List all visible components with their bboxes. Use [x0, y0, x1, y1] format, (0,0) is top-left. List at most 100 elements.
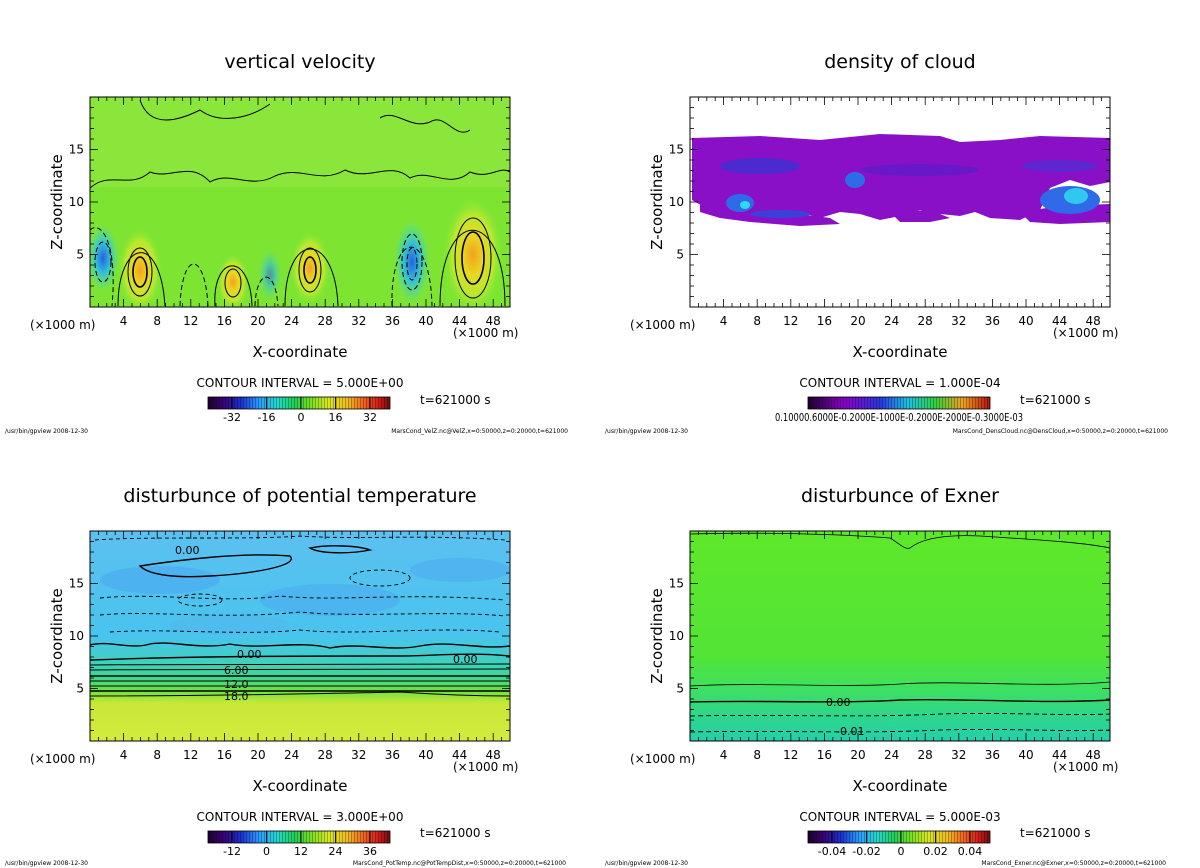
y-tick-label: 10: [669, 629, 684, 643]
downdraft-core: [258, 249, 282, 301]
contour-label: 6.00: [224, 664, 249, 677]
downdraft-core: [394, 220, 430, 304]
time-label: t=621000 s: [420, 826, 491, 840]
contour-label: 12.0: [224, 678, 249, 691]
x-tick-label: 44: [452, 748, 467, 762]
colorbar-frame: [207, 830, 391, 844]
x-tick-label: 20: [850, 314, 865, 328]
x-tick-label: 8: [753, 314, 761, 328]
x-tick-label: 20: [850, 748, 865, 762]
x-tick-label: 20: [250, 314, 265, 328]
contour-lines: [90, 545, 510, 697]
y-tick-label: 5: [76, 682, 84, 696]
colorbar-tick-label: -0.04: [818, 845, 846, 858]
chart-title: disturbunce of Exner: [801, 485, 999, 507]
y-tick-label: 15: [69, 577, 84, 591]
contour-interval: CONTOUR INTERVAL = 5.000E+00: [197, 376, 404, 390]
x-tick-label: 48: [486, 314, 501, 328]
y-tick-label: 5: [76, 248, 84, 262]
plot-field: [90, 97, 510, 307]
footer-source: MarsCond_DensCloud.nc@DensCloud,x=0:5000…: [953, 428, 1168, 435]
x-unit-left: (×1000 m): [30, 752, 95, 766]
x-tick-label: 48: [1086, 314, 1101, 328]
contour-interval: CONTOUR INTERVAL = 5.000E-03: [799, 810, 1000, 824]
dense-cloud: [1022, 160, 1098, 172]
x-tick-label: 12: [183, 748, 198, 762]
colorbar-stripes: [808, 397, 990, 409]
y-axis-label: Z-coordinate: [48, 588, 66, 683]
contour-lines: [90, 99, 510, 307]
contour-label: 0.00: [453, 653, 478, 666]
y-axis-label: Z-coordinate: [48, 154, 66, 249]
colorbar-tick-label: -16: [258, 411, 276, 424]
colorbar: [207, 830, 391, 844]
x-unit-right: (×1000 m): [1053, 760, 1118, 774]
colorbar-frame: [207, 396, 391, 410]
x-unit-left: (×1000 m): [630, 752, 695, 766]
cloud-layer: [692, 134, 1110, 220]
x-tick-label: 40: [1018, 314, 1033, 328]
colorbar-ticks: -0.04 -0.02 0 0.02 0.04: [818, 831, 982, 858]
dense-cloud: [720, 158, 800, 174]
x-tick-label: 36: [385, 748, 400, 762]
footer-path: /usr/bin/gpview 2008-12-30: [605, 428, 688, 435]
contour-interval: CONTOUR INTERVAL = 3.000E+00: [197, 810, 404, 824]
chart-title: disturbunce of potential temperature: [123, 485, 476, 507]
x-tick-label: 16: [817, 748, 832, 762]
contour-lines: [690, 532, 1110, 703]
x-tick-label: 4: [120, 748, 128, 762]
y-tick-label: 5: [676, 248, 684, 262]
dense-cloud: [1064, 188, 1088, 204]
footer-source: MarsCond_VelZ.nc@VelZ,x=0:50000,z=0:2000…: [391, 428, 568, 435]
x-tick-label: 24: [284, 314, 299, 328]
x-tick-label: 36: [985, 748, 1000, 762]
x-tick-label: 40: [418, 314, 433, 328]
y-tick-label: 15: [669, 143, 684, 157]
colorbar-tick-label: -12: [223, 845, 241, 858]
x-tick-label: 40: [418, 748, 433, 762]
x-tick-label: 28: [318, 748, 333, 762]
x-tick-label: 44: [1052, 748, 1067, 762]
x-axis-label: X-coordinate: [253, 343, 348, 361]
x-tick-label: 32: [951, 748, 966, 762]
cloud-layer-lower: [890, 210, 950, 222]
y-tick-label: 15: [69, 143, 84, 157]
contour-label: 0.00: [175, 544, 200, 557]
x-tick-label: 16: [217, 314, 232, 328]
negative-contours: [90, 227, 433, 307]
footer-path: /usr/bin/gpview 2008-12-30: [5, 860, 88, 867]
colorbar-frame: [807, 830, 991, 844]
colorbar-ticks: -32 -16 0 16 32: [223, 397, 377, 424]
x-tick-label: 32: [951, 314, 966, 328]
x-tick-label: 48: [1086, 748, 1101, 762]
colorbar: [807, 396, 991, 410]
y-tick-label: 10: [669, 195, 684, 209]
downdraft-core: [90, 224, 119, 292]
x-tick-label: 8: [153, 314, 161, 328]
contour-label: -0.01: [836, 725, 864, 738]
x-tick-label: 4: [720, 314, 728, 328]
x-tick-label: 32: [351, 314, 366, 328]
cool-patch: [260, 584, 400, 616]
updraft-core: [290, 232, 330, 304]
colorbar-tick-label: 0.02: [923, 845, 948, 858]
x-axis-label: X-coordinate: [253, 777, 348, 795]
panel-potential-temperature: disturbunce of potential temperature: [5, 485, 566, 867]
x-tick-label: 8: [753, 748, 761, 762]
colorbar-stripes: [208, 397, 390, 409]
x-unit-left: (×1000 m): [630, 318, 695, 332]
x-tick-label: 28: [918, 748, 933, 762]
updraft-core: [443, 197, 503, 307]
contour-label: 0.00: [237, 648, 262, 661]
x-tick-label: 4: [720, 748, 728, 762]
time-label: t=621000 s: [1020, 393, 1091, 407]
colorbar-tick-label: 36: [363, 845, 377, 858]
x-unit-left: (×1000 m): [30, 318, 95, 332]
x-tick-label: 12: [783, 748, 798, 762]
colorbar-tick-label: 0: [898, 845, 905, 858]
plot-field: [690, 531, 1110, 741]
colorbar-tick-label: 16: [329, 411, 343, 424]
colorbar-frame: [807, 396, 991, 410]
